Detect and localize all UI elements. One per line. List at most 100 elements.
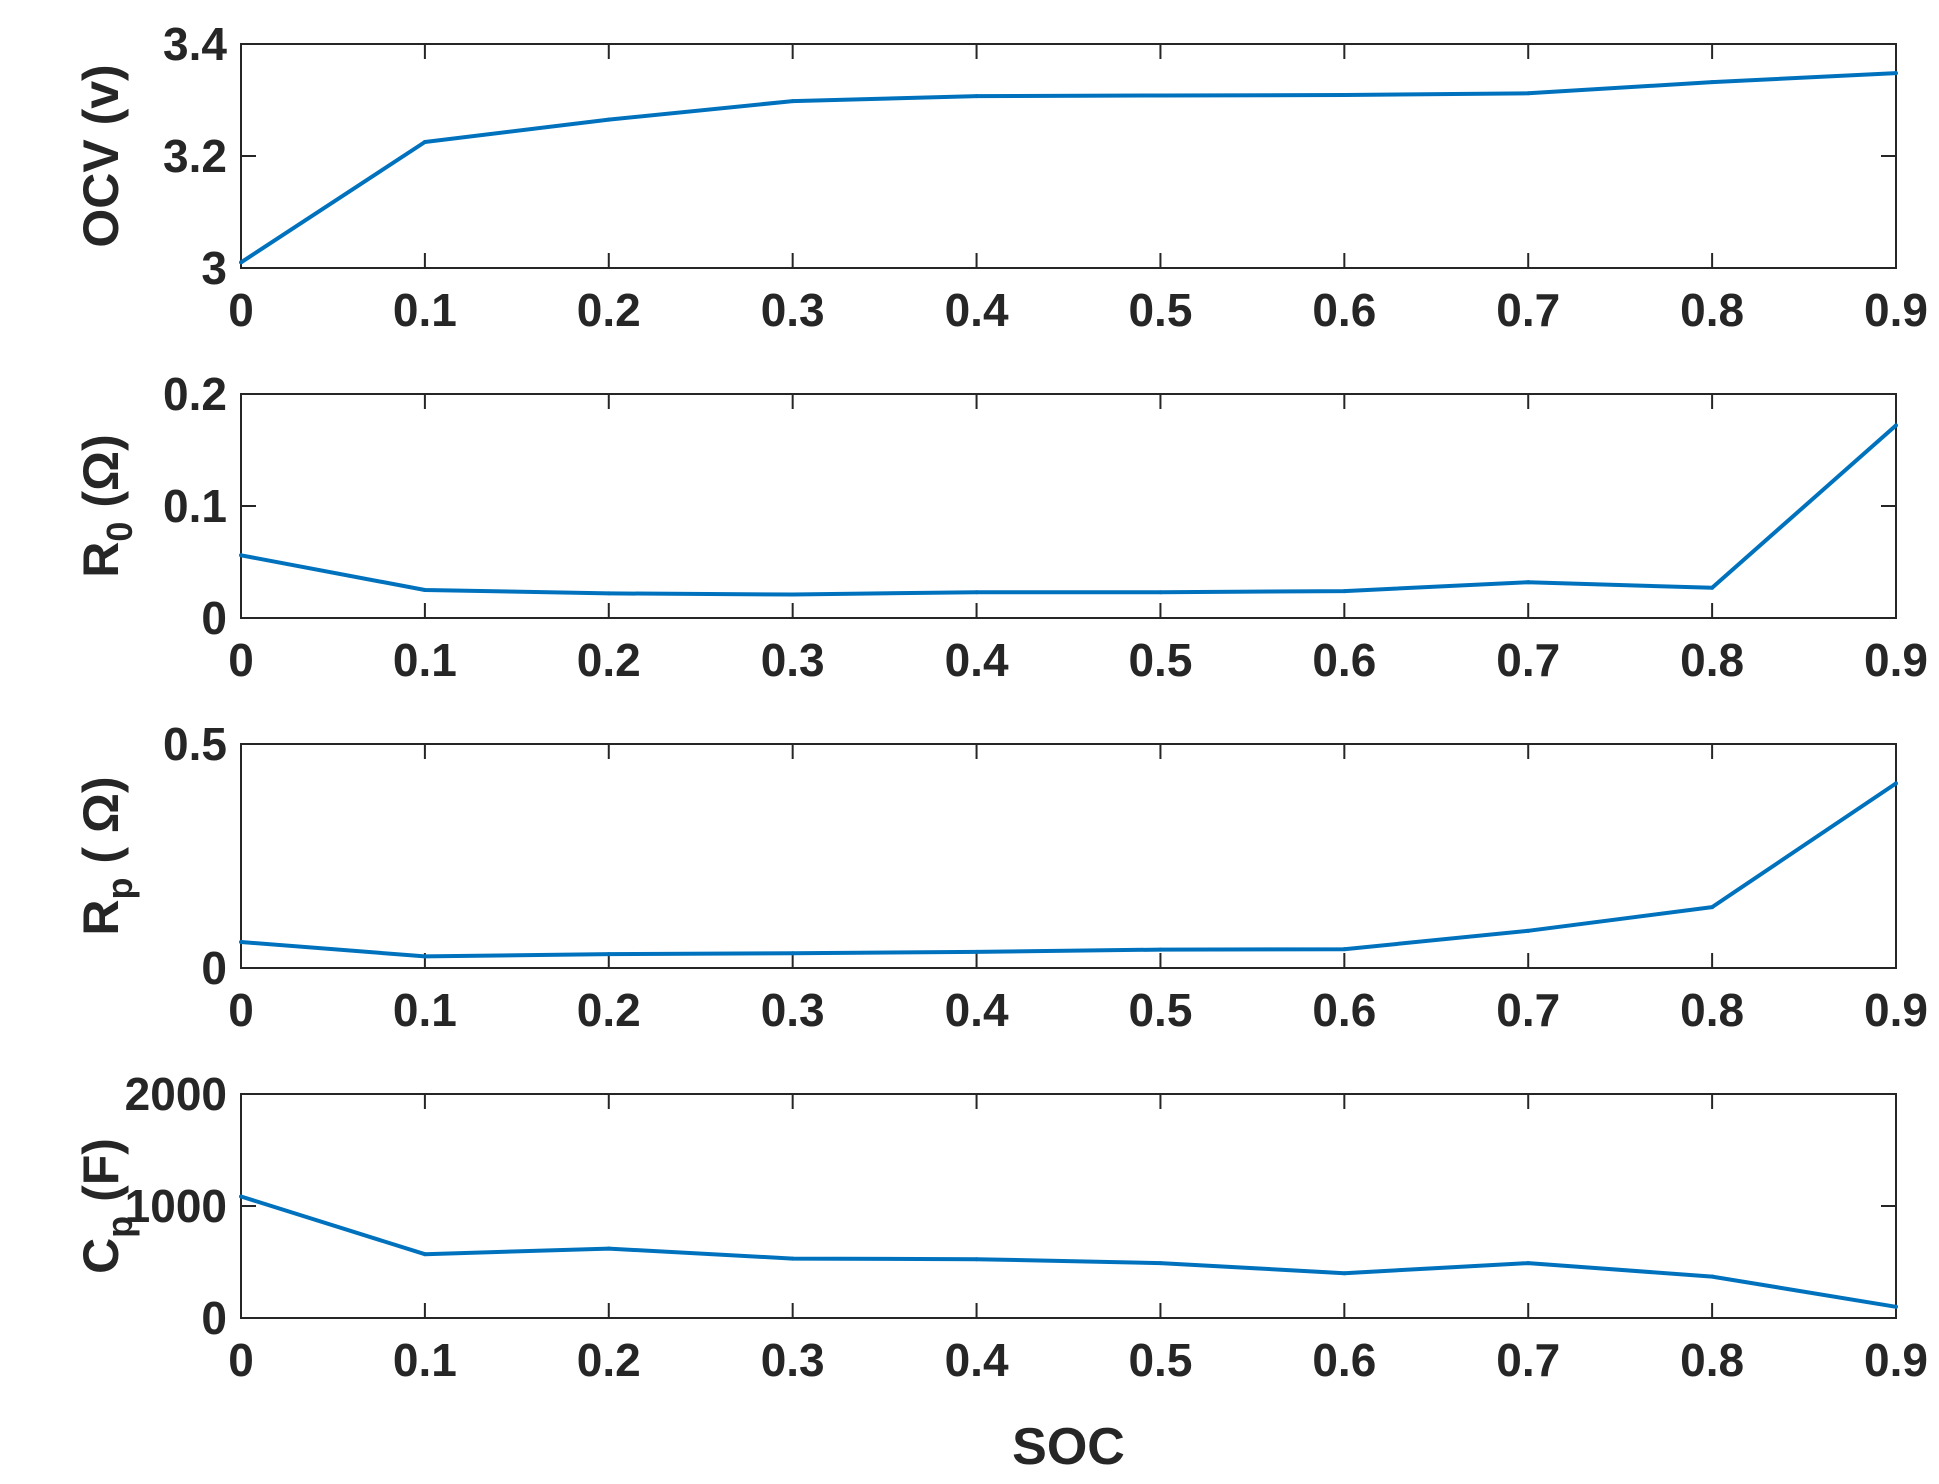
y-axis-label: OCV (v) — [73, 64, 129, 247]
x-tick-label: 0.8 — [1680, 634, 1744, 686]
x-tick-label: 0.9 — [1864, 984, 1928, 1036]
subplot-2: 0 0.1 0.2 0.3 0.4 0.5 0.6 0.7 0.8 0.900.10.2R0 (Ω… — [73, 368, 1928, 686]
x-tick-label: 0.6 — [1312, 984, 1376, 1036]
x-tick-label: 0.3 — [761, 284, 825, 336]
data-point — [1158, 1261, 1163, 1266]
data-point — [1526, 91, 1531, 96]
data-point — [606, 1246, 611, 1251]
x-tick-label: 0 — [228, 284, 254, 336]
y-tick-label: 1000 — [125, 1180, 227, 1232]
data-point — [1894, 781, 1898, 786]
x-tick-label: 0.9 — [1864, 634, 1928, 686]
data-point — [1894, 423, 1898, 428]
y-tick-label: 3.2 — [163, 130, 227, 182]
data-point — [422, 140, 427, 144]
x-tick-label: 0.1 — [393, 284, 457, 336]
x-tick-label: 0.7 — [1496, 984, 1560, 1036]
data-point — [606, 117, 611, 122]
x-axis-label: SOC — [1012, 1418, 1125, 1476]
axes-box — [240, 1093, 1897, 1319]
y-tick-label: 3.4 — [163, 18, 227, 70]
data-point — [1710, 80, 1715, 85]
x-tick-label: 0.7 — [1496, 1334, 1560, 1386]
y-axis-label-unit: (Ω) — [73, 434, 129, 521]
y-tick-label: 0.2 — [163, 368, 227, 420]
axes-box — [240, 43, 1897, 269]
y-axis-label-subscript: p — [99, 878, 140, 900]
y-axis-label-base: R — [73, 542, 129, 578]
y-tick-label: 0 — [201, 1292, 227, 1344]
x-tick-label: 0.3 — [761, 984, 825, 1036]
x-tick-label: 0.7 — [1496, 284, 1560, 336]
data-point — [974, 949, 979, 954]
data-point — [1526, 1261, 1531, 1266]
subplot-4: 0 0.1 0.2 0.3 0.4 0.5 0.6 0.7 0.8 0.9 0 1000 2000 Cp … — [73, 1068, 1928, 1476]
data-point — [1342, 1271, 1347, 1276]
x-tick-label: 0.2 — [577, 284, 641, 336]
data-point — [239, 940, 243, 945]
data-point — [974, 94, 979, 99]
y-axis-label-base: C — [73, 1238, 129, 1274]
x-tick-label: 0.8 — [1680, 1334, 1744, 1386]
data-point — [790, 1256, 795, 1261]
data-point — [1158, 93, 1163, 98]
data-line-series — [240, 423, 1898, 597]
y-axis-label: Rp ( Ω) — [73, 776, 140, 935]
x-tick-label: 0.4 — [945, 284, 1009, 336]
data-point — [422, 588, 427, 592]
x-tick-label: 0.9 — [1864, 284, 1928, 336]
data-line-series — [239, 71, 1897, 265]
data-point — [1710, 905, 1715, 910]
data-point — [1710, 585, 1715, 590]
data-point — [1894, 1304, 1898, 1309]
x-tick-label: 0.1 — [393, 984, 457, 1036]
data-point — [1158, 590, 1163, 595]
y-tick-label: 2000 — [125, 1068, 227, 1120]
x-tick-label: 0.6 — [1312, 634, 1376, 686]
y-tick-label: 0.5 — [163, 718, 227, 770]
data-point — [606, 591, 611, 596]
y-axis-label-base: OCV (v) — [73, 64, 129, 247]
y-axis-label-unit: ( Ω) — [73, 776, 129, 877]
y-tick-label: 3 — [201, 242, 227, 294]
data-point — [239, 260, 243, 265]
y-axis-label-subscript: 0 — [99, 522, 140, 542]
subplot-3: 0 0.1 0.2 0.3 0.4 0.5 0.6 0.7 0.8 0.9 0 0.5 Rp ( Ω) — [73, 718, 1928, 1036]
x-tick-label: 0 — [228, 984, 254, 1036]
data-point — [1342, 92, 1347, 97]
x-tick-label: 0.5 — [1128, 984, 1192, 1036]
data-point — [422, 954, 427, 959]
y-tick-label: 0 — [201, 942, 227, 994]
x-tick-label: 0.6 — [1312, 1334, 1376, 1386]
x-tick-label: 0 — [228, 634, 254, 686]
data-point — [1342, 589, 1347, 594]
x-tick-label: 0.5 — [1128, 634, 1192, 686]
y-axis-label: R0 (Ω) — [73, 434, 140, 577]
data-point — [422, 1252, 427, 1257]
data-point — [1710, 1274, 1715, 1279]
data-point — [1342, 947, 1347, 952]
y-axis-label-unit: (F) — [73, 1138, 129, 1216]
x-tick-label: 0.9 — [1864, 1334, 1928, 1386]
data-point — [790, 99, 795, 104]
y-axis-label: Cp (F) — [73, 1138, 140, 1274]
subplot-1: 0 0.1 0.2 0.3 0.4 0.5 0.6 0.7 0.8 0.9 3 3.2 3.4 OCV (… — [73, 18, 1928, 336]
y-tick-label: 0 — [201, 592, 227, 644]
x-tick-label: 0.1 — [393, 1334, 457, 1386]
x-tick-label: 0.3 — [761, 1334, 825, 1386]
data-point — [1526, 580, 1531, 585]
axes-box — [240, 743, 1897, 969]
data-point — [974, 590, 979, 595]
x-tick-label: 0.2 — [577, 1334, 641, 1386]
x-tick-label: 0.4 — [945, 1334, 1009, 1386]
x-tick-label: 0.5 — [1128, 1334, 1192, 1386]
data-point — [1894, 71, 1898, 76]
data-point — [606, 952, 611, 957]
x-tick-label: 0.2 — [577, 634, 641, 686]
x-tick-label: 0.8 — [1680, 984, 1744, 1036]
x-tick-label: 0.8 — [1680, 284, 1744, 336]
data-point — [974, 1257, 979, 1262]
data-point — [790, 592, 795, 597]
x-tick-label: 0 — [228, 1334, 254, 1386]
